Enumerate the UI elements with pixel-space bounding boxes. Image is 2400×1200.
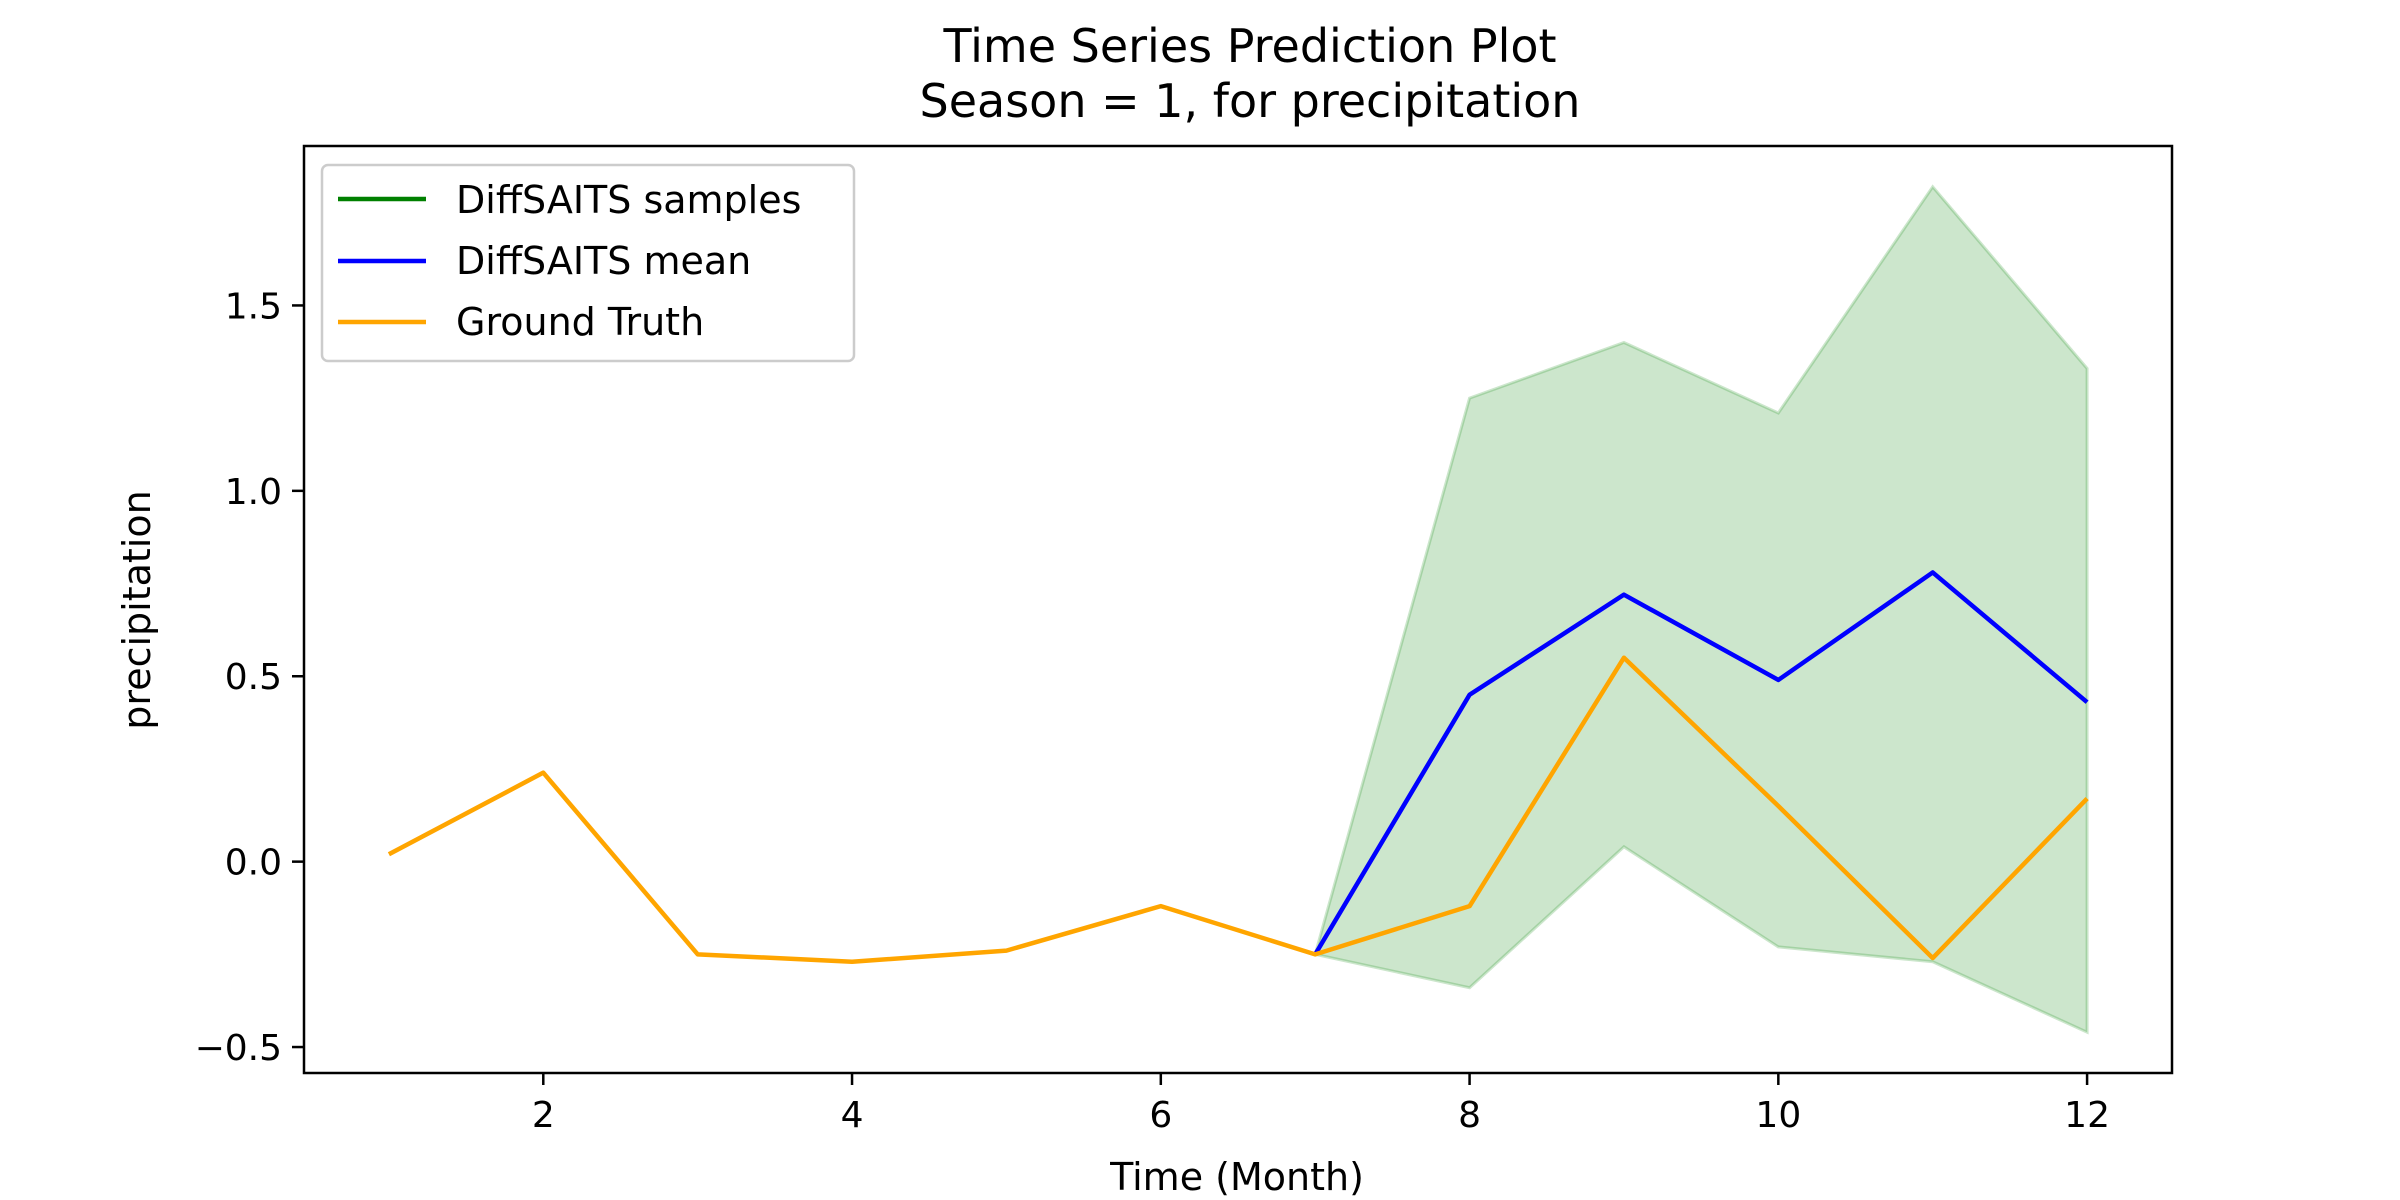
series-line-diffsaits-mean [1313,570,2089,956]
x-tick-label-12: 12 [2064,1095,2110,1136]
legend-label-diffsaits-samples: DiffSAITS samples [456,178,801,222]
series-band-diffsaits-samples [1313,184,2089,1035]
y-tick-label--0.5: −0.5 [195,1028,282,1069]
x-tick-label-6: 6 [1149,1095,1172,1136]
x-axis-label: Time (Month) [1109,1155,1364,1199]
y-axis-label: precipitation [115,490,159,729]
y-tick-label-0.5: 0.5 [225,657,282,698]
plot-frame [302,144,2174,1075]
legend-label-diffsaits-mean: DiffSAITS mean [456,239,751,283]
x-tick-label-4: 4 [841,1095,864,1136]
y-axis: −0.5 0.0 0.5 1.0 1.5 [195,286,304,1069]
y-tick-label-1: 1.0 [225,472,282,513]
x-tick-label-2: 2 [532,1095,555,1136]
chart-title: Time Series Prediction Plot [942,19,1556,73]
legend-label-ground-truth: Ground Truth [456,300,704,344]
series-line-ground-truth [387,655,2089,965]
x-tick-label-10: 10 [1755,1095,1801,1136]
legend: DiffSAITS samples DiffSAITS mean Ground … [320,163,856,363]
x-axis: 2 4 6 8 10 12 [532,1073,2110,1136]
plot-area [387,184,2089,1035]
chart-subtitle: Season = 1, for precipitation [920,74,1581,128]
x-tick-label-8: 8 [1458,1095,1481,1136]
y-tick-label-0: 0.0 [225,843,282,884]
legend-box [320,163,856,363]
y-tick-label-1.5: 1.5 [225,286,282,327]
